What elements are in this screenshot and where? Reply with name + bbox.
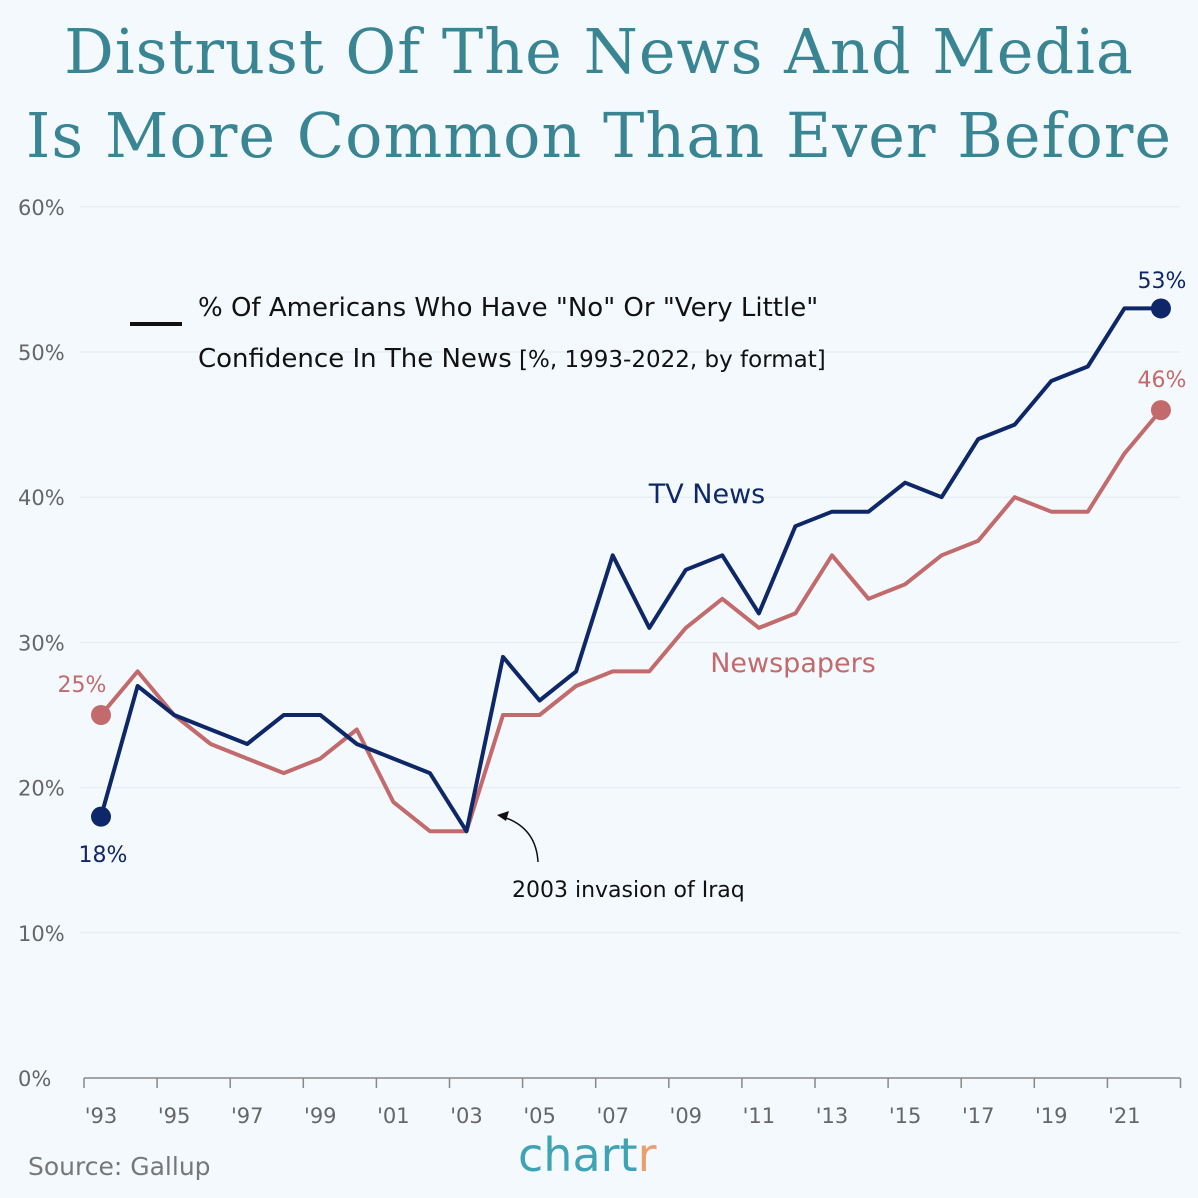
series-name-label: TV News xyxy=(648,479,766,510)
y-tick-label: 0% xyxy=(18,1067,51,1091)
title-line-2: Is More Common Than Ever Before xyxy=(25,99,1173,172)
start-point xyxy=(91,806,111,827)
x-tick-label: '21 xyxy=(1108,1104,1141,1128)
start-value-label: 25% xyxy=(58,673,107,698)
x-tick-label: '03 xyxy=(450,1104,483,1128)
x-tick-label: '07 xyxy=(596,1104,629,1128)
start-value-label: 18% xyxy=(79,843,128,868)
x-tick-label: '11 xyxy=(743,1104,776,1128)
source-text: Source: Gallup xyxy=(28,1152,211,1181)
x-tick-label: '19 xyxy=(1035,1104,1068,1128)
start-point xyxy=(91,705,111,725)
series-line-tv-news xyxy=(99,306,1161,834)
series-name-label: Newspapers xyxy=(710,648,876,679)
end-value-label: 46% xyxy=(1138,368,1187,393)
annotation: 2003 invasion of Iraq xyxy=(497,811,745,903)
y-tick-label: 20% xyxy=(18,777,65,801)
x-tick-label: '17 xyxy=(962,1104,995,1128)
legend-line-1: % Of Americans Who Have "No" Or "Very Li… xyxy=(198,293,818,323)
y-tick-label: 50% xyxy=(18,341,65,365)
x-tick-label: '93 xyxy=(85,1104,118,1128)
chartr-logo: chartr xyxy=(518,1128,657,1182)
end-point xyxy=(1150,400,1171,421)
annotation-text: 2003 invasion of Iraq xyxy=(512,878,745,903)
x-tick-label: '01 xyxy=(377,1104,410,1128)
x-tick-label: '95 xyxy=(158,1104,191,1128)
legend: % Of Americans Who Have "No" Or "Very Li… xyxy=(130,293,826,374)
x-tick-label: '09 xyxy=(670,1104,703,1128)
y-tick-label: 30% xyxy=(18,631,65,655)
x-tick-label: '13 xyxy=(816,1104,849,1128)
y-tick-label: 40% xyxy=(18,486,65,510)
arrow-head-icon xyxy=(497,811,509,821)
x-tick-label: '97 xyxy=(231,1104,264,1128)
x-tick-label: '15 xyxy=(889,1104,922,1128)
end-value-label: 53% xyxy=(1138,269,1187,294)
x-tick-label: '99 xyxy=(304,1104,337,1128)
y-tick-label: 60% xyxy=(18,196,65,220)
y-tick-label: 10% xyxy=(18,922,65,946)
x-tick-label: '05 xyxy=(523,1104,556,1128)
legend-line-2: Confidence In The News [%, 1993-2022, by… xyxy=(198,344,826,374)
chart-title: Distrust Of The News And Media Is More C… xyxy=(0,10,1198,178)
legend-bold: Confidence In The News xyxy=(198,344,512,374)
title-line-1: Distrust Of The News And Media xyxy=(64,15,1134,88)
annotation-arrow xyxy=(499,815,539,863)
series-line-newspapers xyxy=(99,408,1163,834)
legend-rest: [%, 1993-2022, by format] xyxy=(512,347,826,373)
end-point xyxy=(1150,298,1171,319)
